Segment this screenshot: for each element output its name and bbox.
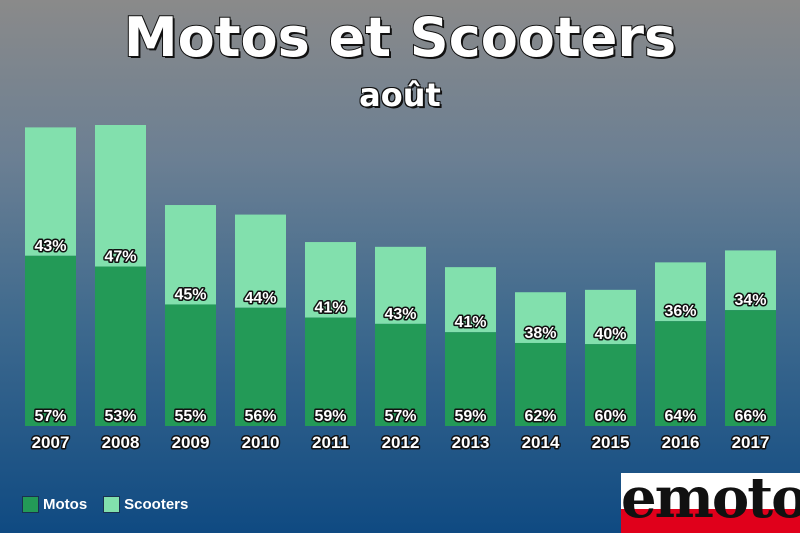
data-label-motos-2017: 66% [734, 408, 766, 425]
data-label-motos-2007: 57% [34, 408, 66, 425]
data-label-motos-2013: 59% [454, 408, 486, 425]
x-tick-label-2013: 2013 [452, 433, 490, 452]
bar-scooters-2017 [725, 250, 776, 311]
data-label-scooters-2016: 36% [664, 303, 696, 320]
legend-swatch-motos [22, 496, 39, 513]
data-label-scooters-2012: 43% [384, 306, 416, 323]
x-tick-label-2012: 2012 [382, 433, 420, 452]
x-tick-label-2009: 2009 [172, 433, 210, 452]
data-label-scooters-2013: 41% [454, 314, 486, 331]
bar-motos-2015 [585, 344, 636, 426]
bar-motos-2012 [375, 323, 426, 426]
data-label-motos-2008: 53% [104, 408, 136, 425]
data-label-motos-2014: 62% [524, 408, 556, 425]
x-tick-label-2007: 2007 [32, 433, 70, 452]
bar-scooters-2009 [165, 205, 216, 305]
data-label-scooters-2017: 34% [734, 292, 766, 309]
bar-motos-2011 [305, 317, 356, 426]
x-tick-label-2010: 2010 [242, 433, 280, 452]
legend-label-motos: Motos [43, 496, 88, 513]
chart-subtitle: août [359, 76, 441, 114]
logo-red-band [621, 509, 800, 533]
data-label-motos-2010: 56% [244, 408, 276, 425]
x-tick-label-2014: 2014 [522, 433, 560, 452]
chart-title: Motos et Scooters [123, 5, 677, 70]
bar-scooters-2008 [95, 125, 146, 267]
x-tick-label-2011: 2011 [312, 433, 349, 452]
bar-motos-2017 [725, 310, 776, 426]
bar-scooters-2010 [235, 214, 286, 308]
data-label-motos-2009: 55% [174, 408, 206, 425]
data-label-scooters-2015: 40% [594, 326, 626, 343]
data-label-motos-2012: 57% [384, 408, 416, 425]
x-tick-label-2008: 2008 [102, 433, 140, 452]
bar-motos-2007 [25, 255, 76, 426]
bar-scooters-2011 [305, 242, 356, 318]
bar-scooters-2016 [655, 262, 706, 322]
bar-motos-2010 [235, 307, 286, 426]
data-label-scooters-2014: 38% [524, 325, 556, 342]
legend-label-scooters: Scooters [124, 496, 189, 513]
x-tick-label-2015: 2015 [592, 433, 630, 452]
emoto-logo: emoto [621, 473, 800, 533]
data-label-scooters-2009: 45% [174, 286, 206, 303]
bar-scooters-2014 [515, 292, 566, 343]
data-label-motos-2015: 60% [594, 408, 626, 425]
bar-motos-2013 [445, 332, 496, 426]
bar-scooters-2012 [375, 246, 426, 324]
bar-motos-2008 [95, 266, 146, 426]
bar-motos-2009 [165, 304, 216, 426]
data-label-scooters-2008: 47% [104, 249, 136, 266]
data-label-motos-2011: 59% [314, 408, 346, 425]
data-label-scooters-2011: 41% [314, 300, 346, 317]
legend-swatch-scooters [103, 496, 121, 513]
legend-item-motos: Motos [22, 496, 87, 513]
bar-motos-2016 [655, 321, 706, 426]
data-label-motos-2016: 64% [664, 408, 696, 425]
x-tick-label-2016: 2016 [662, 433, 700, 452]
data-label-scooters-2010: 44% [244, 290, 276, 307]
bar-scooters-2013 [445, 267, 496, 333]
legend: Motos Scooters [22, 496, 196, 513]
bar-motos-2014 [515, 342, 566, 426]
data-label-scooters-2007: 43% [34, 238, 66, 255]
bar-scooters-2007 [25, 127, 76, 256]
legend-item-scooters: Scooters [103, 496, 188, 513]
logo-text: emoto [621, 473, 800, 531]
x-tick-label-2017: 2017 [732, 433, 770, 452]
bar-scooters-2015 [585, 289, 636, 345]
